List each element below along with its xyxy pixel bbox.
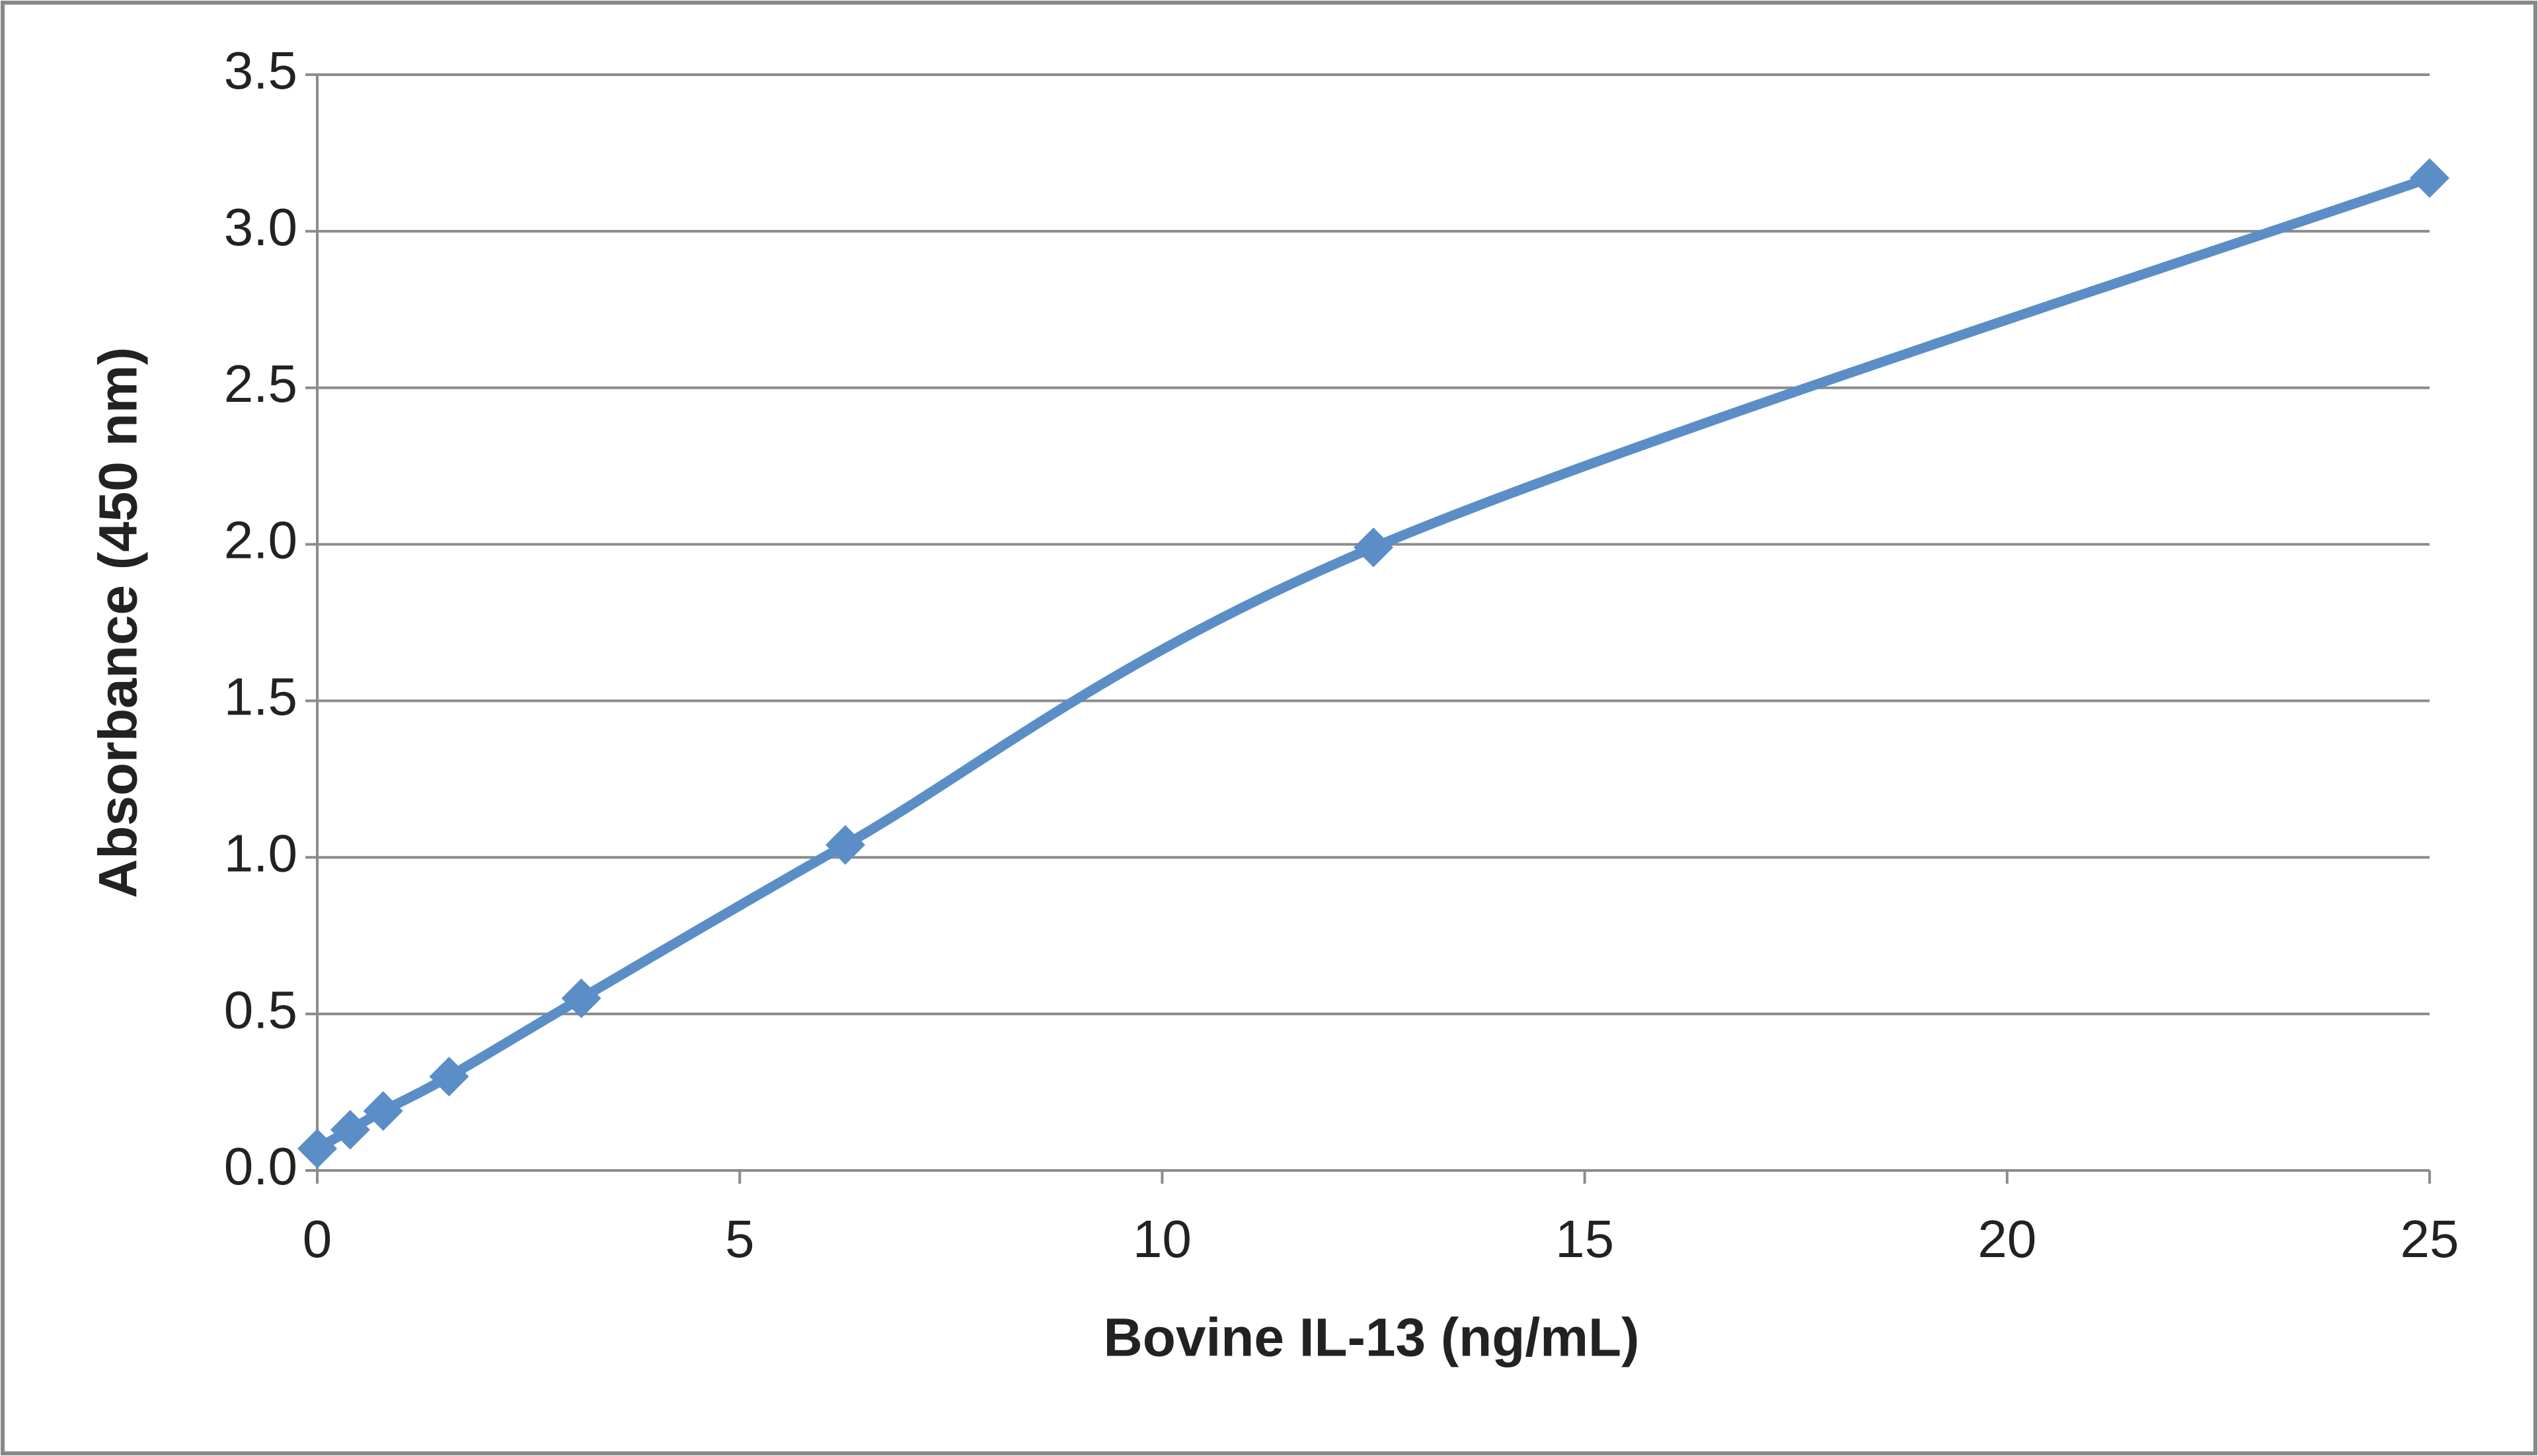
data-point xyxy=(330,1110,370,1150)
x-tick-label: 20 xyxy=(1978,1209,2036,1268)
y-axis-title: Absorbance (450 nm) xyxy=(89,347,149,898)
data-point xyxy=(1354,527,1393,568)
x-tick-label: 15 xyxy=(1555,1209,1614,1268)
data-point xyxy=(297,1128,337,1169)
y-tick-label: 1.0 xyxy=(224,824,297,882)
x-tick-label: 10 xyxy=(1133,1209,1192,1268)
y-tick-label: 3.0 xyxy=(224,198,297,256)
data-point xyxy=(363,1091,403,1131)
x-tick-label: 5 xyxy=(725,1209,755,1268)
data-point xyxy=(2410,158,2449,198)
y-tick-label: 2.0 xyxy=(224,511,297,570)
x-tick-label: 0 xyxy=(303,1209,332,1268)
data-point xyxy=(429,1056,469,1096)
y-tick-label: 0.5 xyxy=(224,980,297,1039)
x-tick-label: 25 xyxy=(2401,1209,2459,1268)
data-point xyxy=(826,825,865,865)
y-tick-label: 0.0 xyxy=(224,1137,297,1196)
x-axis-title: Bovine IL-13 (ng/mL) xyxy=(1104,1308,1640,1368)
y-tick-label: 2.5 xyxy=(224,354,297,413)
y-tick-label: 1.5 xyxy=(224,668,297,726)
data-point xyxy=(561,978,601,1018)
y-tick-label: 3.5 xyxy=(224,41,297,100)
